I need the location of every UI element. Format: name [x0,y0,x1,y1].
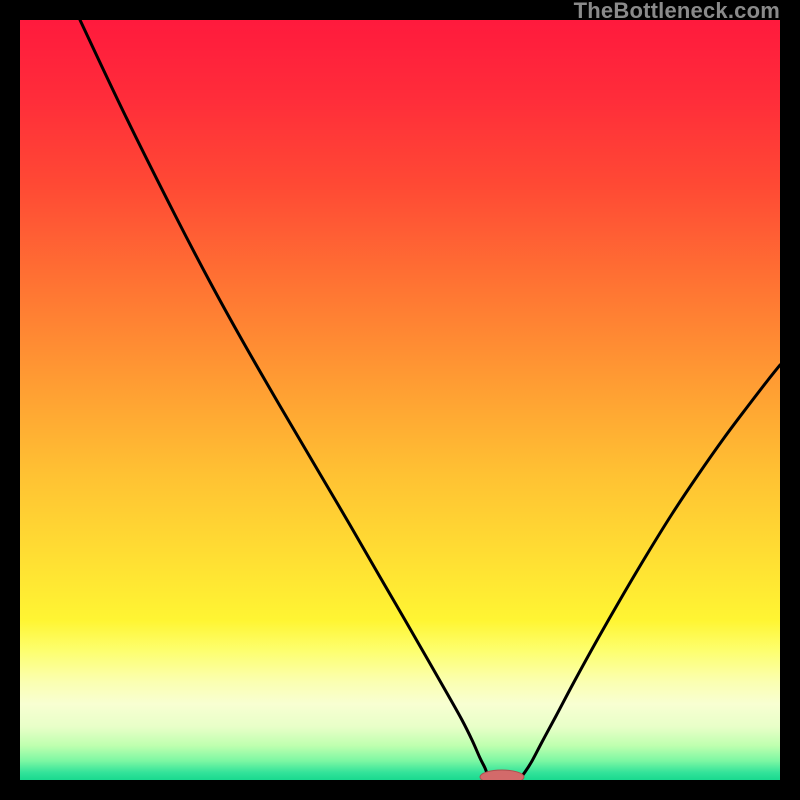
chart-frame: TheBottleneck.com [0,0,800,800]
bottleneck-curve [80,20,780,780]
curve-layer [20,20,780,780]
watermark-text: TheBottleneck.com [574,0,780,24]
plot-area [20,20,780,780]
border-right [780,0,800,800]
border-bottom [0,780,800,800]
border-left [0,0,20,800]
optimum-marker [480,770,524,780]
